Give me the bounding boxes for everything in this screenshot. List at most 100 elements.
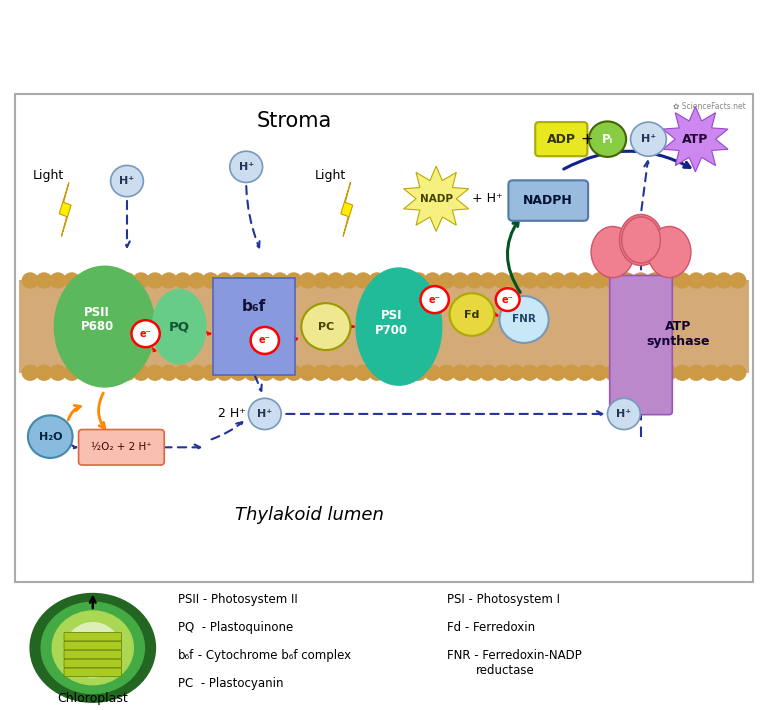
FancyBboxPatch shape [508, 180, 588, 221]
Circle shape [77, 272, 94, 288]
Text: Light: Light [33, 170, 65, 182]
Circle shape [646, 272, 663, 288]
Text: H⁺: H⁺ [239, 162, 253, 172]
Text: e⁻: e⁻ [429, 295, 441, 305]
Text: PSI
P700: PSI P700 [375, 309, 408, 337]
Text: b₆f: b₆f [177, 649, 194, 662]
Circle shape [91, 365, 108, 381]
Text: H₂O: H₂O [38, 432, 62, 442]
Circle shape [589, 121, 626, 157]
Ellipse shape [152, 290, 206, 364]
Text: ADP: ADP [547, 133, 576, 146]
Circle shape [660, 272, 677, 288]
Circle shape [410, 365, 427, 381]
Circle shape [341, 365, 358, 381]
FancyBboxPatch shape [78, 430, 164, 465]
Circle shape [465, 365, 483, 381]
Circle shape [424, 272, 441, 288]
Circle shape [202, 272, 219, 288]
Circle shape [424, 365, 441, 381]
Circle shape [161, 272, 177, 288]
Circle shape [28, 415, 73, 458]
Circle shape [499, 296, 548, 343]
Circle shape [507, 365, 525, 381]
Text: H⁺: H⁺ [616, 409, 631, 419]
Text: +: + [581, 131, 593, 147]
Text: PSI - Photosystem I: PSI - Photosystem I [447, 593, 560, 606]
Circle shape [49, 272, 67, 288]
Ellipse shape [621, 217, 660, 263]
Circle shape [396, 272, 413, 288]
Circle shape [449, 293, 495, 336]
Circle shape [119, 365, 136, 381]
Text: Light: Light [315, 170, 346, 182]
Circle shape [243, 272, 261, 288]
FancyBboxPatch shape [64, 668, 121, 677]
Text: Pᵢ: Pᵢ [602, 133, 613, 146]
Ellipse shape [647, 226, 691, 278]
Circle shape [396, 365, 413, 381]
Circle shape [452, 365, 469, 381]
Circle shape [563, 365, 580, 381]
Circle shape [202, 365, 219, 381]
Circle shape [250, 327, 279, 354]
Circle shape [438, 365, 455, 381]
Circle shape [271, 272, 289, 288]
Text: PQ: PQ [169, 320, 190, 333]
Circle shape [105, 365, 122, 381]
Circle shape [479, 272, 497, 288]
Circle shape [493, 272, 511, 288]
Circle shape [133, 272, 150, 288]
Polygon shape [341, 182, 353, 236]
Polygon shape [59, 182, 71, 236]
Circle shape [382, 365, 399, 381]
Circle shape [63, 365, 81, 381]
Text: Fd - Ferredoxin: Fd - Ferredoxin [447, 621, 535, 634]
Circle shape [355, 272, 372, 288]
Circle shape [521, 365, 538, 381]
Circle shape [618, 365, 635, 381]
Circle shape [147, 365, 164, 381]
Circle shape [341, 272, 358, 288]
Circle shape [631, 122, 667, 156]
Text: PC  - Plastocyanin: PC - Plastocyanin [177, 677, 283, 689]
Circle shape [257, 365, 275, 381]
Circle shape [327, 365, 344, 381]
Circle shape [77, 365, 94, 381]
Circle shape [313, 365, 330, 381]
Circle shape [438, 272, 455, 288]
Circle shape [521, 272, 538, 288]
Ellipse shape [52, 611, 134, 684]
Ellipse shape [41, 602, 144, 694]
Circle shape [674, 365, 691, 381]
Circle shape [355, 365, 372, 381]
Circle shape [119, 272, 136, 288]
Circle shape [701, 272, 719, 288]
FancyBboxPatch shape [64, 659, 121, 667]
Circle shape [243, 365, 261, 381]
Text: ✿ ScienceFacts.net: ✿ ScienceFacts.net [673, 102, 745, 111]
Text: H⁺: H⁺ [641, 134, 656, 144]
Circle shape [35, 365, 52, 381]
Circle shape [507, 272, 525, 288]
Text: Fd: Fd [464, 310, 479, 320]
Circle shape [549, 365, 566, 381]
Circle shape [421, 286, 449, 313]
Text: e⁻: e⁻ [259, 335, 270, 346]
Circle shape [618, 272, 635, 288]
Circle shape [22, 365, 38, 381]
Circle shape [716, 272, 733, 288]
Circle shape [632, 272, 649, 288]
Circle shape [604, 272, 621, 288]
Circle shape [301, 303, 350, 350]
Circle shape [313, 272, 330, 288]
Circle shape [535, 272, 552, 288]
Text: H⁺: H⁺ [257, 409, 273, 419]
Text: FNR - Ferredoxin-NADP: FNR - Ferredoxin-NADP [447, 649, 581, 662]
Circle shape [285, 365, 303, 381]
Text: ATP
synthase: ATP synthase [647, 320, 710, 348]
Circle shape [188, 272, 205, 288]
Circle shape [35, 272, 52, 288]
Circle shape [577, 365, 594, 381]
Circle shape [230, 151, 263, 182]
